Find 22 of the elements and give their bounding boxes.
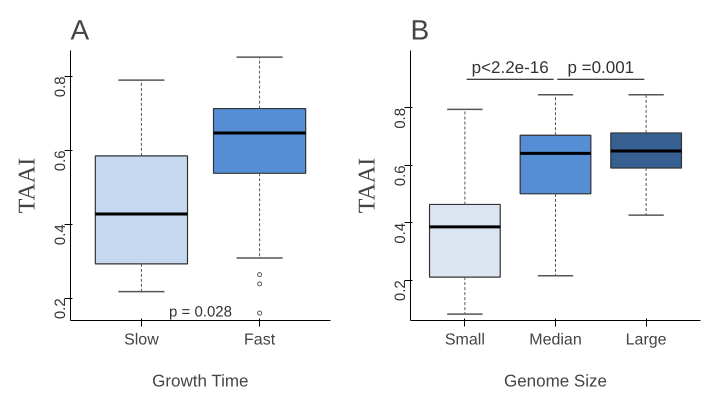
annotation: p<2.2e-16 (472, 58, 549, 77)
y-tick-label: 0.2 (52, 298, 69, 320)
x-tick-label: Median (529, 332, 582, 348)
chart-title: A (70, 14, 90, 46)
y-tick-label: 0.8 (392, 108, 409, 129)
x-tick-label: Fast (244, 332, 276, 348)
y-tick-label: 0.4 (392, 222, 409, 244)
y-tick-label: 0.4 (52, 224, 69, 246)
x-tick-label: Large (626, 332, 667, 348)
y-axis-title: TAAI (354, 158, 380, 214)
chart-title: B (410, 14, 430, 46)
annotation: p =0.001 (567, 58, 634, 77)
x-tick-label: Slow (124, 332, 160, 348)
x-axis-title: Genome Size (504, 372, 607, 390)
y-tick-label: 0.6 (392, 165, 409, 186)
x-tick-label: Small (444, 332, 485, 348)
x-axis-title: Growth Time (152, 372, 249, 390)
annotation: p = 0.028 (169, 304, 232, 320)
y-tick-label: 0.8 (52, 76, 69, 98)
y-axis-title: TAAI (14, 158, 40, 214)
y-tick-label: 0.2 (392, 280, 409, 302)
y-tick-label: 0.6 (52, 150, 69, 172)
